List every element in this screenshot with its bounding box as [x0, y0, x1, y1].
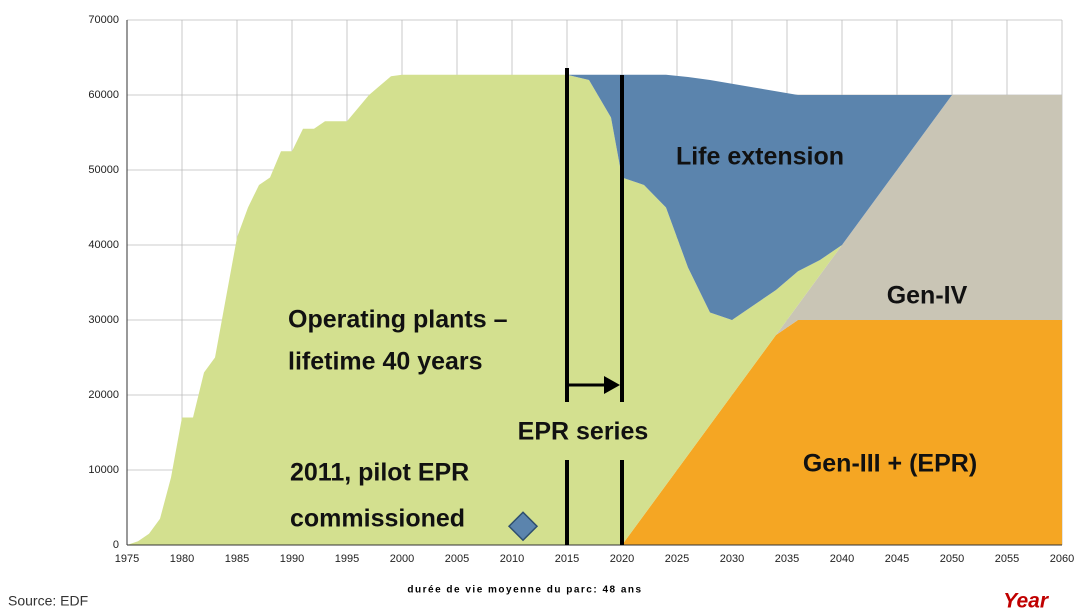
area [127, 74, 1062, 545]
annotation: 2011, pilot EPR [290, 459, 469, 487]
x-tick-label: 1985 [225, 553, 249, 565]
x-tick-label: 2005 [445, 553, 469, 565]
epr-markers [565, 68, 624, 545]
y-tick-label: 70000 [88, 14, 119, 26]
annotation: Operating plants – [288, 306, 508, 334]
x-tick-label: 2015 [555, 553, 579, 565]
axes: 0 10000 20000 30000 40000 50000 60000 70000 1975… [88, 14, 1074, 565]
annotation: lifetime 40 years [288, 348, 483, 376]
x-tick-label: 2000 [390, 553, 414, 565]
x-tick-label: 2025 [665, 553, 689, 565]
x-tick-label: 2030 [720, 553, 744, 565]
x-tick-label: 2060 [1050, 553, 1074, 565]
x-tick-label: 2020 [610, 553, 634, 565]
y-tick-label: 60000 [88, 89, 119, 101]
y-tick-label: 0 [113, 539, 119, 551]
epr-arrowhead [604, 376, 620, 394]
areas [127, 74, 1062, 545]
pilot-epr-marker [507, 511, 539, 542]
y-tick-label: 40000 [88, 239, 119, 251]
x-tick-label: 1975 [115, 553, 139, 565]
area [127, 320, 1062, 545]
y-tick-label: 50000 [88, 164, 119, 176]
x-tick-label: 2050 [940, 553, 964, 565]
subtitle: durée de vie moyenne du parc: 48 ans [407, 585, 642, 596]
annotation: EPR series [518, 418, 649, 446]
x-tick-label: 1980 [170, 553, 194, 565]
annotation: commissioned [290, 505, 465, 533]
area [127, 95, 1062, 545]
x-tick-label: 2010 [500, 553, 524, 565]
series-label: Gen-IV [887, 282, 968, 310]
x-tick-label: 1995 [335, 553, 359, 565]
y-tick-label: 10000 [88, 464, 119, 476]
y-tick-label: 20000 [88, 389, 119, 401]
x-axis-label: Year [1003, 590, 1050, 613]
series-label: Life extension [676, 143, 844, 171]
series-label: Gen-III + (EPR) [803, 450, 977, 478]
x-tick-label: 2040 [830, 553, 854, 565]
x-tick-label: 2045 [885, 553, 909, 565]
x-tick-label: 2055 [995, 553, 1019, 565]
area [127, 74, 1062, 545]
x-tick-label: 1990 [280, 553, 304, 565]
y-tick-label: 30000 [88, 314, 119, 326]
source: Source: EDF [8, 593, 88, 609]
x-tick-label: 2035 [775, 553, 799, 565]
